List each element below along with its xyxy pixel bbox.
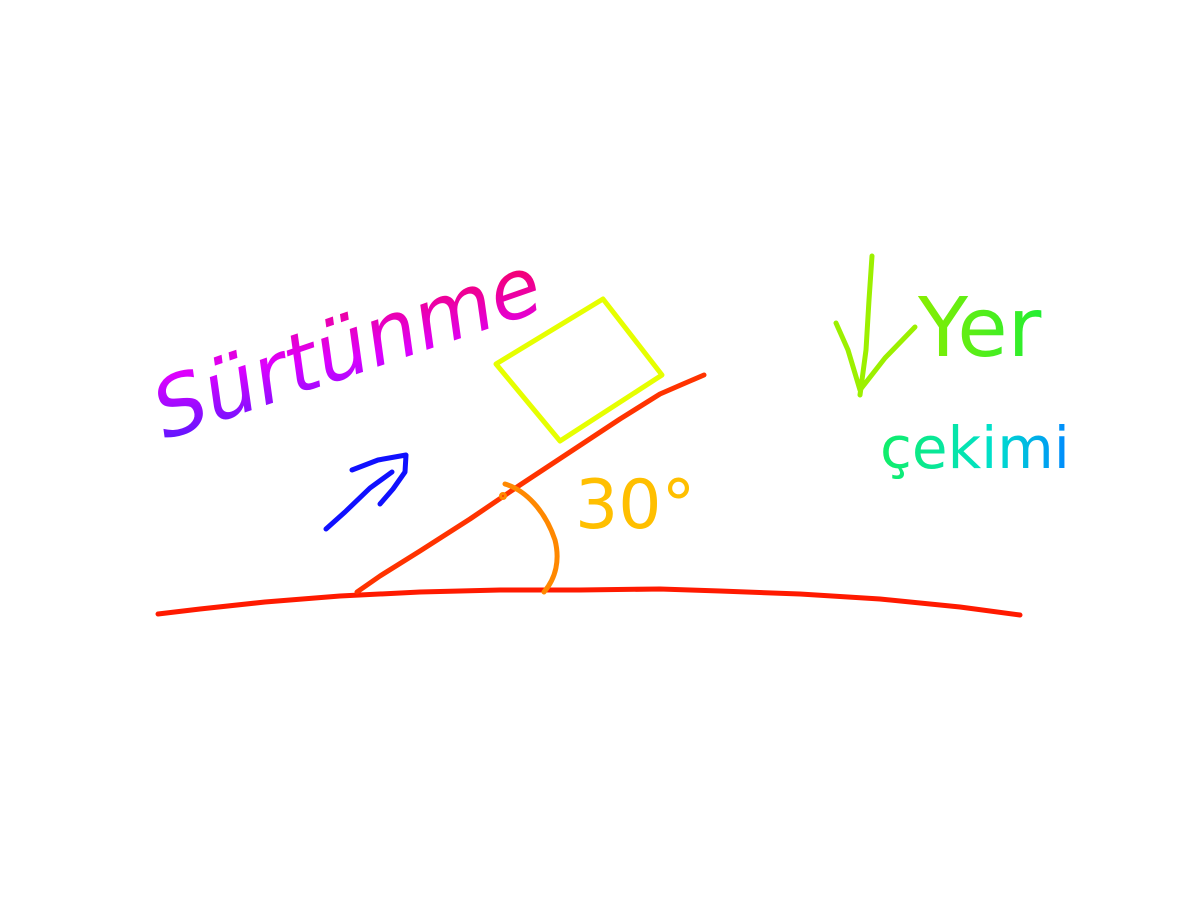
ground-line (155, 586, 1023, 618)
incline-line (354, 372, 707, 595)
gravity-label-line2: çekimi (880, 414, 1070, 482)
angle-arc (502, 481, 560, 595)
gravity-label-line1: Yer (917, 281, 1042, 376)
block-rectangle (493, 296, 665, 444)
angle-dot (499, 492, 507, 500)
friction-label: Sürtünme (141, 238, 554, 459)
angle-label: 30° (575, 466, 696, 545)
friction-arrow-head (349, 452, 409, 507)
gravity-arrow-shaft (857, 253, 875, 398)
friction-arrow-shaft (323, 469, 395, 532)
gravity-arrow-head (833, 320, 918, 393)
